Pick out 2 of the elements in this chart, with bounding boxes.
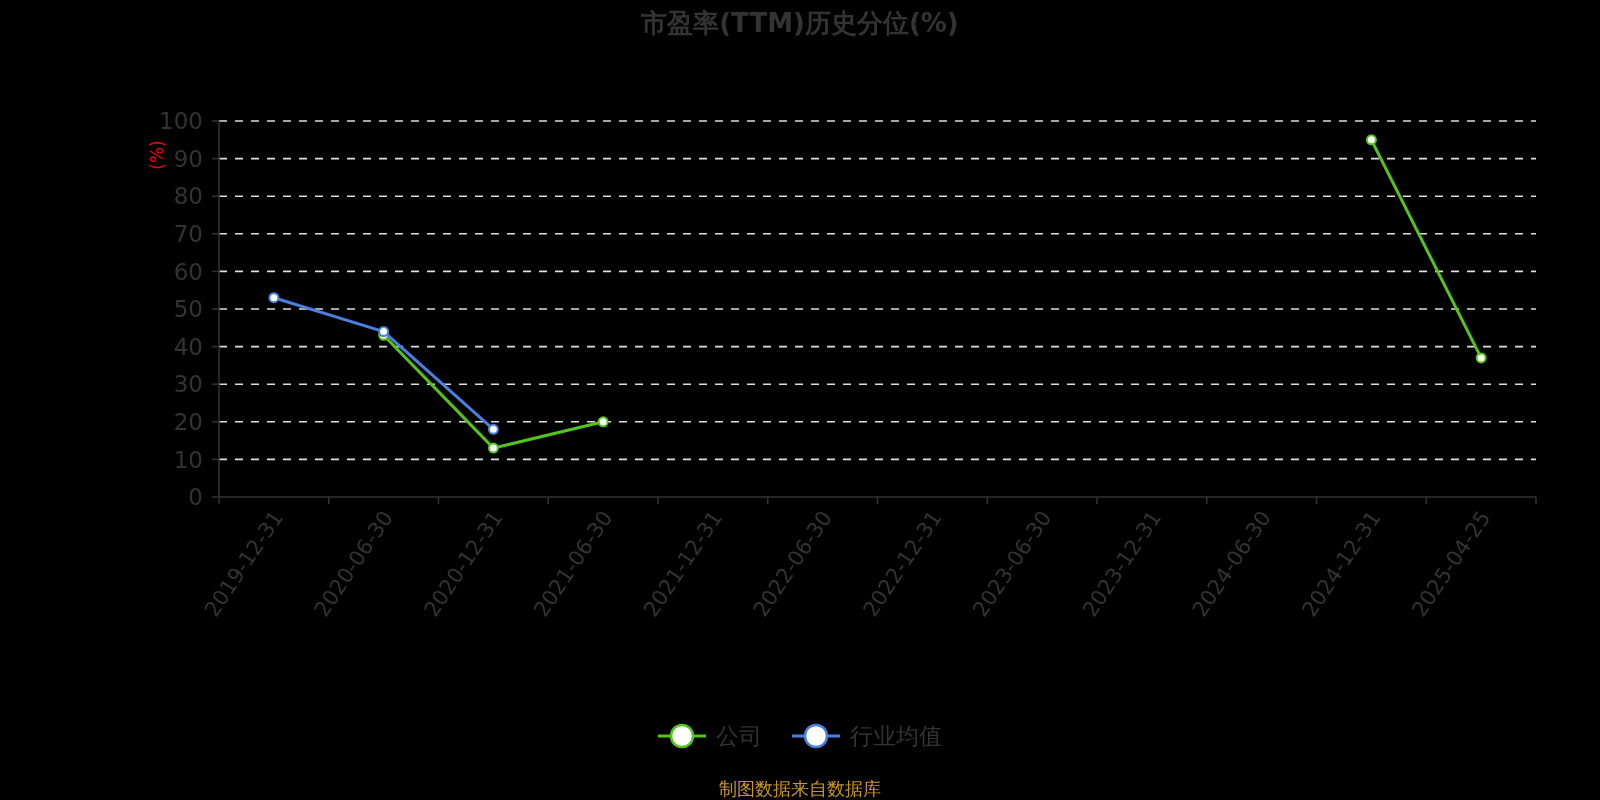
y-axis-title: (%): [147, 140, 167, 170]
text: 制图数据来自数据库: [719, 778, 881, 800]
